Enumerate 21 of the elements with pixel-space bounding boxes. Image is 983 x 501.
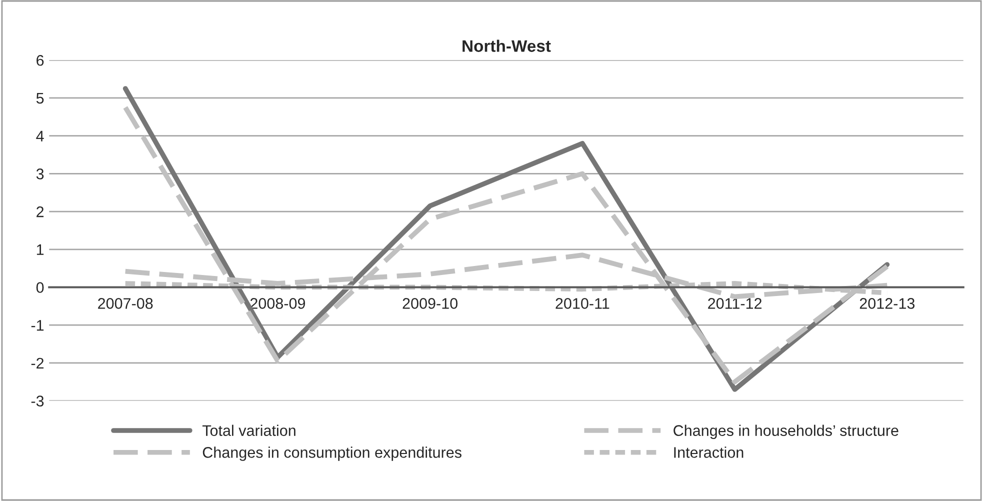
chart-title: North-West [462, 40, 551, 52]
x-tick-label: 2009-10 [402, 298, 458, 309]
x-tick-label: 2007-08 [98, 298, 153, 309]
y-tick-label: 3 [36, 168, 44, 180]
y-tick-label: -3 [31, 396, 44, 406]
legend-label: Changes in households’ structure [674, 424, 898, 440]
x-tick-label: 2012-13 [860, 298, 915, 309]
y-tick-label: -1 [31, 320, 44, 331]
y-tick-label: -2 [31, 358, 44, 368]
y-tick-label: 2 [36, 206, 44, 218]
y-tick-label: 6 [36, 54, 44, 66]
y-tick-label: 0 [36, 282, 44, 293]
x-tick-label: 2008-09 [250, 298, 306, 309]
x-tick-label: 2011-12 [708, 298, 762, 309]
legend-label: Changes in consumption expenditures [202, 446, 462, 461]
y-tick-label: 5 [36, 93, 44, 104]
y-tick-label: 1 [36, 244, 44, 255]
x-tick-label: 2010-11 [556, 298, 610, 309]
legend-label: Total variation [202, 424, 296, 436]
legend-label: Interaction [674, 446, 744, 458]
y-tick-label: 4 [36, 130, 44, 142]
